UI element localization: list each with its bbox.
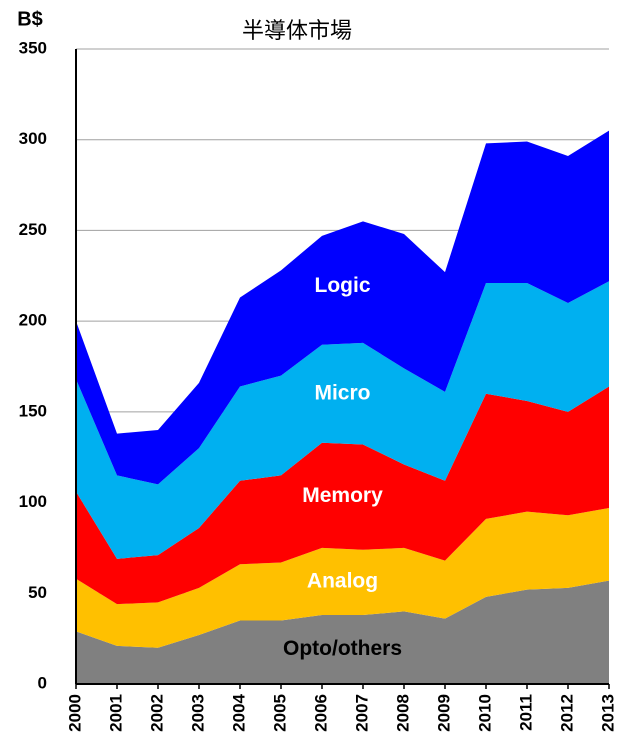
x-tick-label: 2009: [434, 694, 453, 732]
x-tick-label: 2003: [188, 694, 207, 732]
y-tick-label: 50: [28, 583, 47, 602]
x-tick-label: 2012: [557, 694, 576, 732]
series-label: Analog: [307, 569, 378, 592]
x-tick-label: 2002: [147, 694, 166, 732]
y-tick-label: 150: [19, 401, 47, 420]
series-label: Micro: [314, 381, 370, 404]
y-tick-label: 350: [19, 38, 47, 57]
x-tick-label: 2000: [65, 694, 84, 732]
series-label: Memory: [302, 484, 383, 507]
series-label: Logic: [315, 274, 371, 297]
chart-title: 半導体市場: [242, 18, 352, 43]
x-tick-label: 2007: [352, 694, 371, 732]
y-tick-label: 250: [19, 220, 47, 239]
area: [76, 130, 609, 485]
x-tick-label: 2004: [229, 693, 248, 731]
area: [76, 386, 609, 605]
x-tick-label: 2006: [311, 694, 330, 732]
x-tick-label: 2005: [270, 694, 289, 732]
series-label: Opto/others: [283, 637, 402, 660]
y-tick-label: 100: [19, 492, 47, 511]
x-tick-label: 2010: [475, 694, 494, 732]
area: [76, 580, 609, 684]
y-axis-label: B$: [17, 8, 43, 30]
x-tick-label: 2013: [598, 694, 617, 732]
area: [76, 281, 609, 559]
y-tick-label: 200: [19, 311, 47, 330]
x-tick-label: 2001: [106, 694, 125, 732]
x-tick-label: 2008: [393, 694, 412, 732]
y-tick-label: 0: [38, 673, 47, 692]
y-tick-label: 300: [19, 129, 47, 148]
x-tick-label: 2011: [516, 694, 535, 731]
area: [76, 508, 609, 648]
